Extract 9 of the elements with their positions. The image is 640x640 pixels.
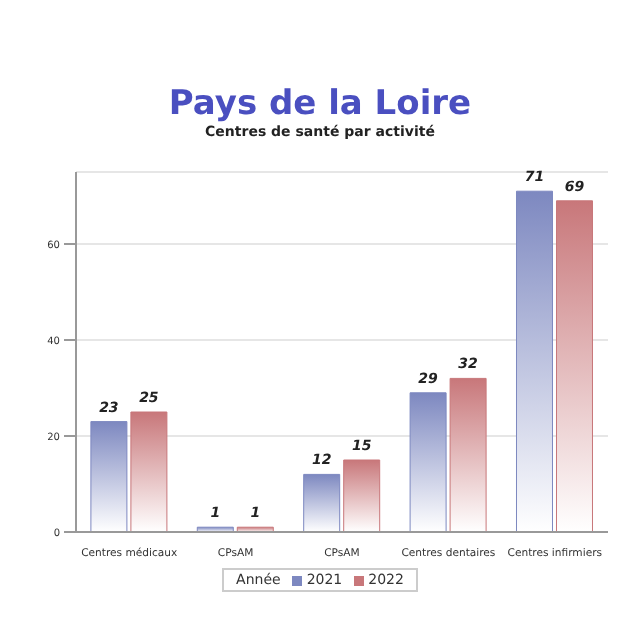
- bar: [303, 473, 341, 532]
- bar: [516, 190, 553, 532]
- chart-title: Pays de la Loire: [166, 84, 474, 124]
- bar: [90, 421, 128, 532]
- bar: [556, 200, 593, 532]
- bar: [343, 459, 381, 532]
- bar: [130, 411, 168, 532]
- bar: [449, 377, 487, 532]
- bar: [409, 392, 447, 532]
